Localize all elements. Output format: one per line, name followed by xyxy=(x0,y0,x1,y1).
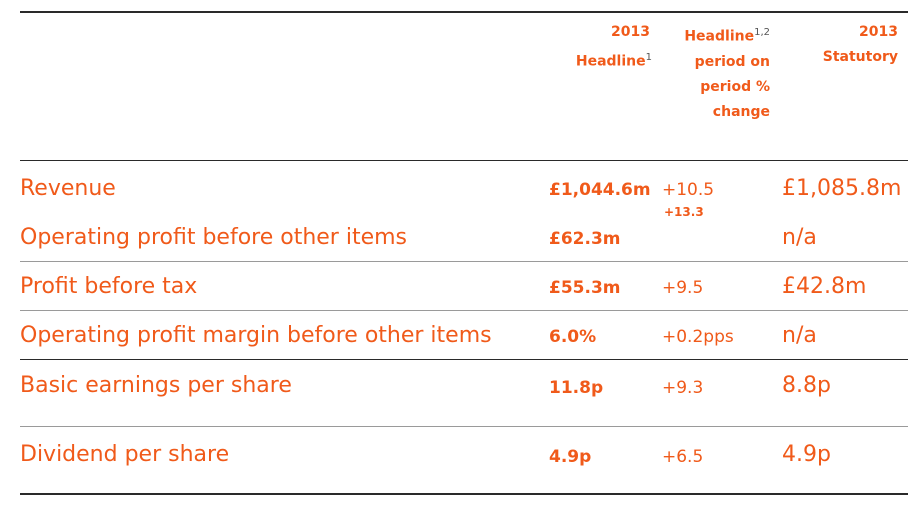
header-change-line1: Headline1,2 xyxy=(684,27,770,45)
row-label-revenue: Revenue xyxy=(20,176,116,201)
row-divider xyxy=(20,310,908,311)
header-statutory-year: 2013 xyxy=(859,24,898,40)
statutory-value-profit-before-tax: £42.8m xyxy=(782,274,867,299)
row-divider xyxy=(20,359,908,360)
header-headline: 2013 Headline1 xyxy=(540,20,652,75)
footnote-marker: 1 xyxy=(645,52,652,63)
headline-value-revenue: £1,044.6m xyxy=(549,180,651,200)
change-value-basic-eps: +9.3 xyxy=(662,378,704,398)
change-value-revenue: +10.5 xyxy=(662,180,715,200)
headline-value-dividend: 4.9p xyxy=(549,447,592,467)
statutory-value-revenue: £1,085.8m xyxy=(782,176,902,201)
header-rule xyxy=(20,160,908,161)
header-statutory: 2013 Statutory xyxy=(790,20,898,70)
header-change-line4: change xyxy=(712,103,770,120)
header-headline-label: Headline1 xyxy=(575,52,652,70)
change-value-dividend: +6.5 xyxy=(662,447,704,467)
statutory-value-operating-margin: n/a xyxy=(782,323,817,348)
change-value-operating-margin: +0.2pps xyxy=(662,327,734,347)
change-value-profit-before-tax: +9.5 xyxy=(662,278,704,298)
statutory-value-operating-profit: n/a xyxy=(782,225,817,250)
row-divider xyxy=(20,426,908,427)
statutory-value-basic-eps: 8.8p xyxy=(782,373,831,398)
bottom-rule xyxy=(20,493,908,495)
headline-value-profit-before-tax: £55.3m xyxy=(549,278,621,298)
row-label-basic-eps: Basic earnings per share xyxy=(20,373,292,398)
row-label-operating-profit: Operating profit before other items xyxy=(20,225,408,250)
change-subvalue-revenue: +13.3 xyxy=(664,205,704,219)
headline-value-basic-eps: 11.8p xyxy=(549,378,604,398)
footnote-marker: 1,2 xyxy=(754,27,770,38)
row-divider xyxy=(20,261,908,262)
row-label-profit-before-tax: Profit before tax xyxy=(20,274,198,299)
statutory-value-dividend: 4.9p xyxy=(782,442,831,467)
header-change-line3: period % xyxy=(700,78,770,95)
header-change-line2: period on xyxy=(694,53,770,70)
top-rule xyxy=(20,11,908,13)
header-headline-year: 2013 xyxy=(611,24,650,40)
headline-value-operating-margin: 6.0% xyxy=(549,327,597,347)
headline-value-operating-profit: £62.3m xyxy=(549,229,621,249)
header-change: Headline1,2 period on period % change xyxy=(662,20,770,125)
row-label-dividend: Dividend per share xyxy=(20,442,230,467)
row-label-operating-margin: Operating profit margin before other ite… xyxy=(20,323,492,348)
header-statutory-label: Statutory xyxy=(822,49,898,65)
